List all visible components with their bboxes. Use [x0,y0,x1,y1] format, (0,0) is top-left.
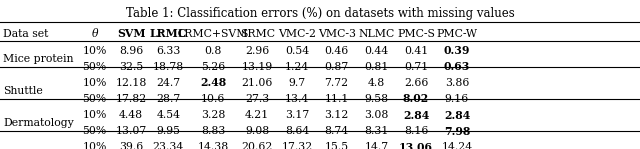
Text: 6.33: 6.33 [156,46,180,56]
Text: 0.81: 0.81 [364,62,388,72]
Text: 4.54: 4.54 [156,110,180,120]
Text: VMC-3: VMC-3 [317,28,356,39]
Text: 5.26: 5.26 [201,62,225,72]
Text: θ: θ [92,28,98,39]
Text: 2.96: 2.96 [245,46,269,56]
Text: 0.41: 0.41 [404,46,428,56]
Text: 9.7: 9.7 [289,78,305,88]
Text: 0.71: 0.71 [404,62,428,72]
Text: 50%: 50% [83,94,107,104]
Text: 1.24: 1.24 [285,62,309,72]
Text: Data set: Data set [3,28,49,39]
Text: 0.87: 0.87 [324,62,349,72]
Text: 8.31: 8.31 [364,126,388,136]
Text: 3.17: 3.17 [285,110,309,120]
Text: 14.38: 14.38 [198,142,228,149]
Text: NLMC: NLMC [358,28,394,39]
Text: 8.64: 8.64 [285,126,309,136]
Text: 2.48: 2.48 [200,77,227,88]
Text: 13.19: 13.19 [242,62,273,72]
Text: 17.82: 17.82 [116,94,147,104]
Text: 8.83: 8.83 [201,126,225,136]
Text: 2.66: 2.66 [404,78,428,88]
Text: 13.07: 13.07 [116,126,147,136]
Text: 4.8: 4.8 [368,78,385,88]
Text: 0.8: 0.8 [204,46,222,56]
Text: PMC-S: PMC-S [397,28,435,39]
Text: 27.3: 27.3 [245,94,269,104]
Text: 28.7: 28.7 [156,94,180,104]
Text: 4.21: 4.21 [245,110,269,120]
Text: 10%: 10% [83,110,107,120]
Text: SRMC: SRMC [240,28,275,39]
Text: LRMC: LRMC [150,28,187,39]
Text: 23.34: 23.34 [153,142,184,149]
Text: Dermatology: Dermatology [3,118,74,128]
Text: 14.24: 14.24 [442,142,472,149]
Text: 12.18: 12.18 [115,78,147,88]
Text: 4.48: 4.48 [119,110,143,120]
Text: 39.6: 39.6 [119,142,143,149]
Text: 7.98: 7.98 [444,126,470,137]
Text: PMC-W: PMC-W [436,28,477,39]
Text: Mice protein: Mice protein [3,54,74,64]
Text: 21.06: 21.06 [241,78,273,88]
Text: 8.96: 8.96 [119,46,143,56]
Text: 50%: 50% [83,62,107,72]
Text: 32.5: 32.5 [119,62,143,72]
Text: 24.7: 24.7 [156,78,180,88]
Text: 7.72: 7.72 [324,78,349,88]
Text: Table 1: Classification errors (%) on datasets with missing values: Table 1: Classification errors (%) on da… [125,7,515,20]
Text: LRMC+SVM: LRMC+SVM [178,28,248,39]
Text: 0.44: 0.44 [364,46,388,56]
Text: 2.84: 2.84 [444,110,470,121]
Text: 0.46: 0.46 [324,46,349,56]
Text: 10%: 10% [83,78,107,88]
Text: 10.6: 10.6 [201,94,225,104]
Text: 17.32: 17.32 [282,142,312,149]
Text: 0.54: 0.54 [285,46,309,56]
Text: 14.7: 14.7 [364,142,388,149]
Text: Shuttle: Shuttle [3,86,43,96]
Text: 50%: 50% [83,126,107,136]
Text: 13.4: 13.4 [285,94,309,104]
Text: 9.95: 9.95 [156,126,180,136]
Text: 18.78: 18.78 [153,62,184,72]
Text: 3.12: 3.12 [324,110,349,120]
Text: 8.74: 8.74 [324,126,349,136]
Text: SVM: SVM [117,28,145,39]
Text: VMC-2: VMC-2 [278,28,316,39]
Text: 10%: 10% [83,46,107,56]
Text: 0.63: 0.63 [444,61,470,72]
Text: 11.1: 11.1 [324,94,349,104]
Text: 10%: 10% [83,142,107,149]
Text: 3.08: 3.08 [364,110,388,120]
Text: 3.28: 3.28 [201,110,225,120]
Text: 0.39: 0.39 [444,45,470,56]
Text: 9.16: 9.16 [445,94,469,104]
Text: 13.06: 13.06 [399,142,433,149]
Text: 15.5: 15.5 [324,142,349,149]
Text: 3.86: 3.86 [445,78,469,88]
Text: 9.58: 9.58 [364,94,388,104]
Text: 20.62: 20.62 [241,142,273,149]
Text: 8.16: 8.16 [404,126,428,136]
Text: 9.08: 9.08 [245,126,269,136]
Text: 8.02: 8.02 [403,93,429,104]
Text: 2.84: 2.84 [403,110,429,121]
